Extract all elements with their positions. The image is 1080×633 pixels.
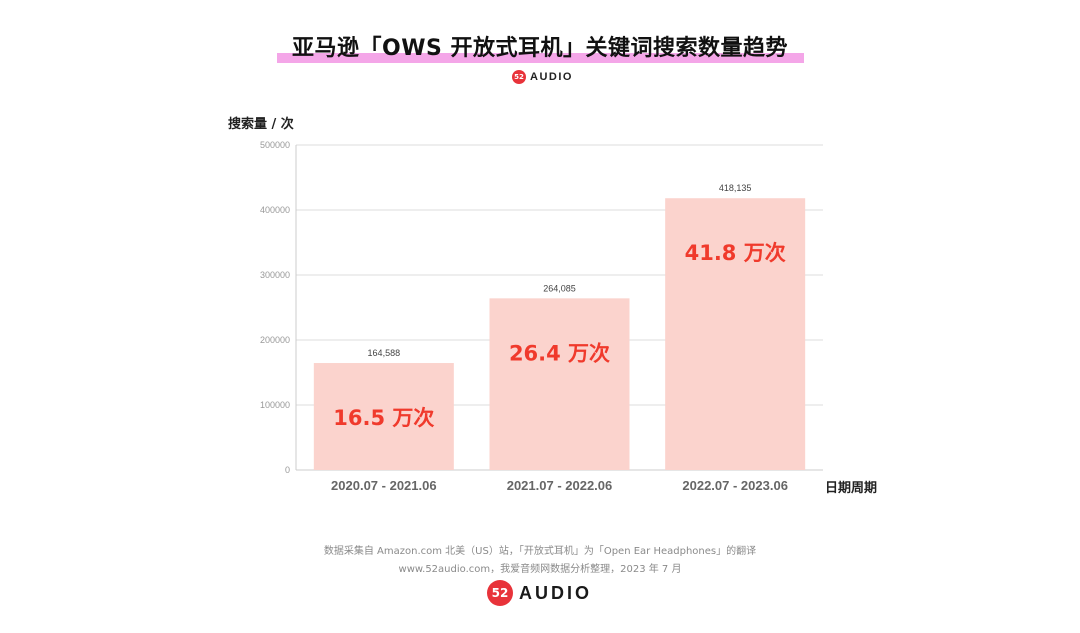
header-logo: 52 AUDIO (512, 70, 573, 84)
x-tick-label: 2021.07 - 2022.06 (507, 478, 613, 493)
y-tick-label: 0 (285, 465, 290, 475)
data-label: 264,085 (543, 283, 576, 293)
y-tick-label: 100000 (260, 400, 290, 410)
bar-value-label: 26.4 万次 (509, 341, 610, 365)
bar-value-label: 16.5 万次 (333, 406, 434, 430)
bar-value-label: 41.8 万次 (685, 241, 786, 265)
chart-title: 亚马逊「OWS 开放式耳机」关键词搜索数量趋势 (292, 36, 788, 61)
y-tick-label: 500000 (260, 140, 290, 150)
footer-logo: 52 AUDIO (487, 580, 592, 606)
title-highlight (277, 53, 804, 63)
title-container: 亚马逊「OWS 开放式耳机」关键词搜索数量趋势 (0, 30, 1080, 62)
footer-logo-wordmark: AUDIO (519, 582, 592, 603)
logo-mark-icon: 52 (512, 70, 526, 84)
y-axis-label: 搜索量 / 次 (228, 117, 294, 132)
x-axis-label: 日期周期 (825, 481, 878, 496)
logo-wordmark: AUDIO (530, 71, 573, 83)
bar (665, 198, 806, 470)
bar (489, 298, 630, 470)
y-tick-label: 200000 (260, 335, 290, 345)
data-label: 418,135 (719, 183, 752, 193)
footer-source-note: 数据采集自 Amazon.com 北美（US）站，「开放式耳机」为「Open E… (323, 546, 757, 557)
x-tick-label: 2022.07 - 2023.06 (682, 478, 788, 493)
data-label: 164,588 (368, 348, 401, 358)
y-tick-label: 400000 (260, 205, 290, 215)
bar (313, 363, 454, 470)
footer-logo-mark-icon: 52 (487, 580, 513, 606)
footer-credit-note: www.52audio.com，我爱音频网数据分析整理，2023 年 7 月 (398, 564, 682, 575)
y-tick-label: 300000 (260, 270, 290, 280)
x-tick-label: 2020.07 - 2021.06 (331, 478, 437, 493)
